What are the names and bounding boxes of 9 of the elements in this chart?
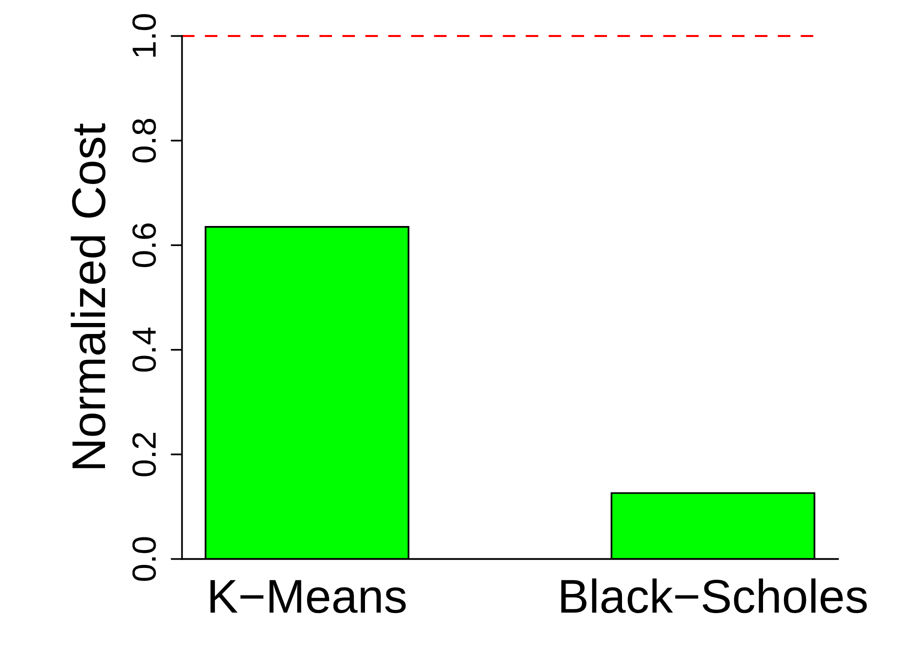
y-tick-label: 0.6 <box>132 223 156 268</box>
y-tick-label: 0.2 <box>132 432 156 476</box>
y-tick-label: 0.8 <box>132 118 156 162</box>
y-tick-label: 0.4 <box>132 328 156 372</box>
y-tick-label: 0.0 <box>132 537 156 581</box>
y-axis-title: Normalized Cost <box>70 123 106 468</box>
y-tick-label: 1.0 <box>132 14 156 57</box>
x-tick-label: K−Means <box>210 580 406 614</box>
x-tick-label: Black−Scholes <box>561 578 867 614</box>
